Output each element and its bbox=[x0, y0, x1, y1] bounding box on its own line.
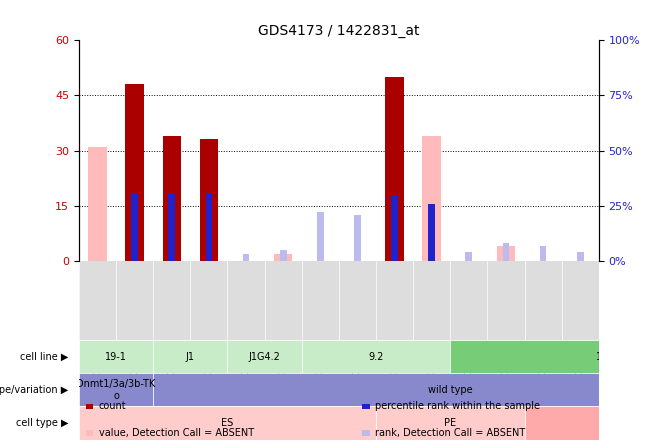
Bar bbox=[205, 193, 213, 261]
Bar bbox=[354, 214, 361, 261]
Bar bbox=[386, 77, 404, 261]
Bar bbox=[540, 246, 546, 261]
Bar bbox=[274, 254, 292, 261]
Bar bbox=[422, 136, 441, 261]
Text: J1: J1 bbox=[186, 352, 195, 362]
Bar bbox=[392, 195, 398, 261]
Bar bbox=[497, 246, 515, 261]
Text: 9.2: 9.2 bbox=[368, 352, 384, 362]
Bar bbox=[163, 136, 181, 261]
Bar bbox=[79, 340, 153, 373]
Bar bbox=[465, 252, 472, 261]
Text: ES: ES bbox=[221, 418, 234, 428]
Text: count: count bbox=[99, 401, 126, 411]
Bar bbox=[132, 193, 138, 261]
Bar bbox=[317, 212, 324, 261]
Bar bbox=[79, 406, 376, 440]
Bar bbox=[503, 243, 509, 261]
Text: wild type: wild type bbox=[428, 385, 472, 395]
Bar bbox=[88, 147, 107, 261]
Text: Dnmt1/3a/3b-TK
o: Dnmt1/3a/3b-TK o bbox=[76, 379, 156, 400]
Text: cell line ▶: cell line ▶ bbox=[20, 352, 68, 362]
Bar bbox=[199, 139, 218, 261]
Bar bbox=[450, 340, 658, 373]
Bar bbox=[376, 406, 524, 440]
Bar bbox=[79, 373, 153, 406]
Text: cell type ▶: cell type ▶ bbox=[16, 418, 68, 428]
Text: J1G4.2: J1G4.2 bbox=[249, 352, 280, 362]
Text: rank, Detection Call = ABSENT: rank, Detection Call = ABSENT bbox=[375, 428, 525, 438]
Text: value, Detection Call = ABSENT: value, Detection Call = ABSENT bbox=[99, 428, 254, 438]
Text: genotype/variation ▶: genotype/variation ▶ bbox=[0, 385, 68, 395]
Title: GDS4173 / 1422831_at: GDS4173 / 1422831_at bbox=[258, 24, 420, 38]
Bar bbox=[280, 250, 286, 261]
Bar bbox=[428, 204, 435, 261]
Bar bbox=[168, 193, 175, 261]
Bar bbox=[577, 252, 584, 261]
Text: 19-1: 19-1 bbox=[105, 352, 127, 362]
Bar bbox=[524, 406, 658, 440]
Text: percentile rank within the sample: percentile rank within the sample bbox=[375, 401, 540, 411]
Bar bbox=[243, 254, 249, 261]
Bar bbox=[153, 340, 228, 373]
Bar bbox=[228, 340, 302, 373]
Text: 1: 1 bbox=[595, 352, 602, 362]
Bar bbox=[126, 84, 144, 261]
Bar bbox=[302, 340, 450, 373]
Text: PE: PE bbox=[444, 418, 456, 428]
